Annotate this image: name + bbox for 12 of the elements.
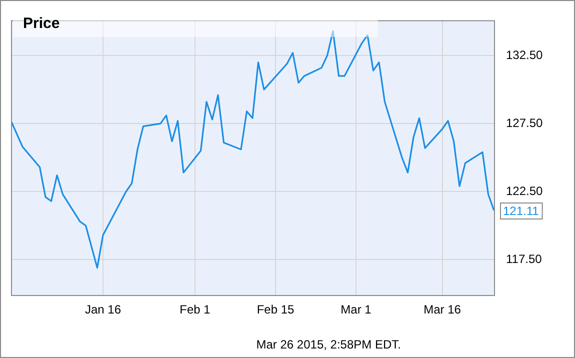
data-label: 121.11 <box>503 204 540 218</box>
y-tick-label: 122.50 <box>506 184 544 198</box>
chart-title: Price <box>23 14 60 34</box>
x-tick-label: Feb 1 <box>180 302 211 317</box>
x-tick-label: Feb 15 <box>256 302 295 317</box>
x-tick-label: Jan 16 <box>84 302 122 317</box>
y-tick-label: 127.50 <box>506 116 544 130</box>
x-tick-label: Mar 16 <box>424 302 462 317</box>
text: Mar 26 2015, 2:58PM EDT. <box>256 337 401 352</box>
y-tick-label: 132.50 <box>506 48 544 62</box>
y-tick-label: 117.50 <box>506 252 542 266</box>
x-tick-label: Mar 1 <box>340 302 372 317</box>
